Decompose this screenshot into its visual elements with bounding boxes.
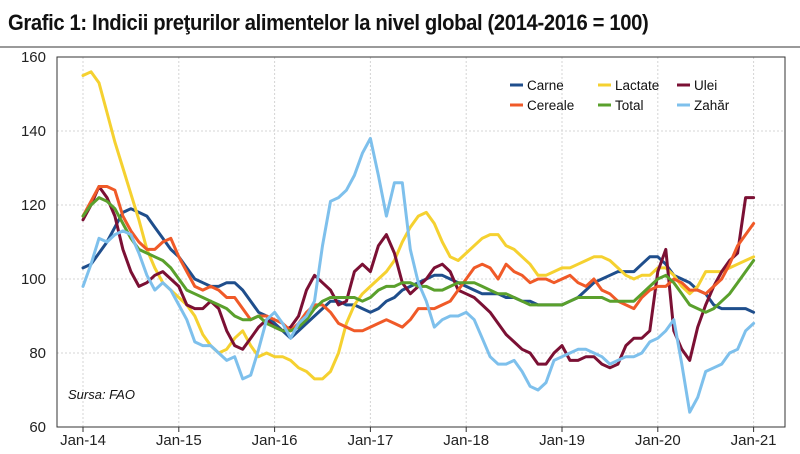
y-tick-label: 100 — [21, 271, 46, 288]
x-tick-label: Jan-15 — [156, 432, 202, 449]
legend-label-zahăr: Zahăr — [694, 98, 730, 113]
chart-title: Grafic 1: Indicii preţurilor alimentelor… — [8, 10, 649, 35]
y-tick-label: 60 — [29, 419, 46, 436]
legend-label-ulei: Ulei — [694, 78, 717, 93]
plot-border — [56, 56, 786, 428]
source-note: Sursa: FAO — [68, 387, 135, 402]
x-tick-label: Jan-17 — [347, 432, 393, 449]
legend-label-carne: Carne — [527, 78, 564, 93]
gridlines — [57, 56, 785, 428]
x-tick-label: Jan-20 — [635, 432, 681, 449]
x-tick-label: Jan-19 — [539, 432, 585, 449]
x-tick-label: Jan-21 — [731, 432, 777, 449]
x-tick-label: Jan-16 — [252, 432, 298, 449]
axes: 60 80 100 120 140 160 Jan-14 Jan-15 Jan-16 Jan-17… — [21, 49, 786, 449]
y-tick-label: 160 — [21, 49, 46, 66]
legend-label-total: Total — [615, 98, 644, 113]
legend-label-lactate: Lactate — [615, 78, 659, 93]
y-tick-label: 120 — [21, 197, 46, 214]
series-line-zahăr — [81, 136, 756, 414]
y-tick-label: 80 — [29, 345, 46, 362]
y-tick-label: 140 — [21, 123, 46, 140]
legend-label-cereale: Cereale — [527, 98, 574, 113]
series-line-cereale — [81, 185, 756, 333]
series-lines — [81, 70, 756, 414]
x-tick-label: Jan-18 — [443, 432, 489, 449]
series-line-lactate — [81, 70, 756, 381]
x-tick-label: Jan-14 — [60, 432, 106, 449]
legend: Carne Lactate Ulei Cereale Total Zahăr — [510, 78, 730, 113]
title-divider — [0, 46, 800, 48]
